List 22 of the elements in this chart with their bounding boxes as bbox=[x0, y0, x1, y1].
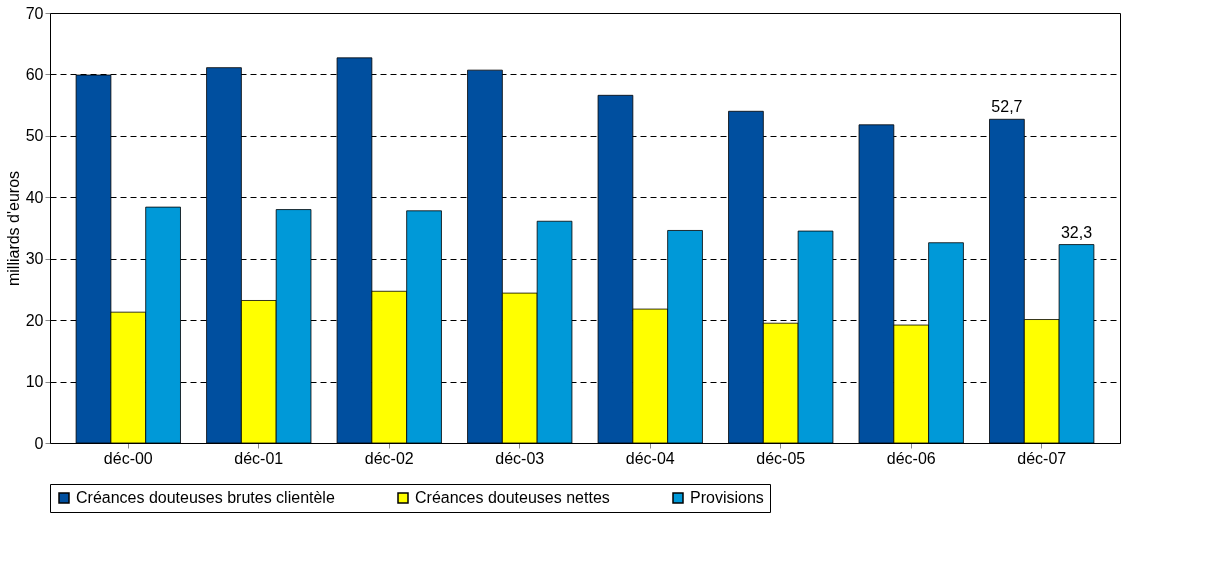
y-tick-label: 30 bbox=[25, 250, 44, 268]
legend-label: Créances douteuses nettes bbox=[415, 489, 610, 506]
y-tick-label: 10 bbox=[25, 373, 44, 391]
data-label: 32,3 bbox=[1060, 223, 1093, 241]
x-tick-label: déc-05 bbox=[756, 449, 806, 467]
data-label: 52,7 bbox=[991, 98, 1023, 116]
y-tick-label: 60 bbox=[25, 65, 44, 83]
x-tick-label: déc-01 bbox=[234, 449, 284, 467]
legend-label: Créances douteuses brutes clientèle bbox=[76, 489, 335, 506]
x-tick-label: déc-06 bbox=[886, 449, 936, 467]
x-tick-label: déc-07 bbox=[1017, 449, 1067, 467]
y-tick-label: 70 bbox=[25, 4, 44, 22]
x-tick-label: déc-00 bbox=[103, 449, 153, 467]
y-tick-label: 20 bbox=[25, 311, 44, 329]
y-tick-label: 0 bbox=[34, 434, 44, 452]
x-tick-label: déc-02 bbox=[364, 449, 414, 467]
y-tick-label: 40 bbox=[25, 188, 44, 206]
y-axis-title: milliards d'euros bbox=[4, 170, 22, 287]
y-tick-label: 50 bbox=[25, 127, 44, 145]
x-tick-label: déc-03 bbox=[495, 449, 545, 467]
x-tick-label: déc-04 bbox=[625, 449, 675, 467]
legend-label: Provisions bbox=[690, 489, 764, 506]
